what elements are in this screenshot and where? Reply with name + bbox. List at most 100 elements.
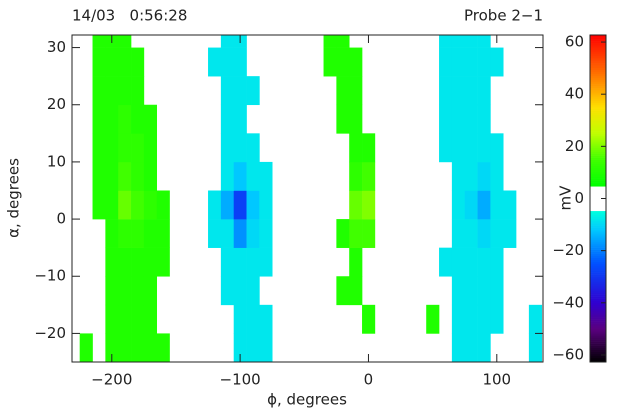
cell [362,162,375,191]
colorbar-swatch [590,241,606,243]
colorbar-swatch [590,201,606,203]
cell [336,105,349,134]
cell [336,219,349,248]
colorbar-swatch [590,62,606,64]
cell [336,276,349,305]
colorbar-swatch [590,194,606,196]
cell [221,276,234,305]
colorbar-swatch [590,176,606,178]
colorbar-swatch [590,231,606,233]
cell [349,190,362,219]
y-tick-label: 20 [47,95,66,113]
colorbar-swatch [590,211,606,213]
cell [118,162,131,191]
cell [105,305,118,334]
colorbar-swatch [590,70,606,72]
cell [349,105,362,134]
colorbar-swatch [590,299,606,301]
cell [465,219,478,248]
cell [234,133,247,162]
cell [349,219,362,248]
cell [221,19,234,48]
cell [118,333,131,362]
colorbar-swatch [590,305,606,307]
cell [157,248,170,277]
cell [490,133,503,162]
cell [234,48,247,77]
colorbar-swatch [590,180,606,182]
cell [439,76,452,105]
colorbar-swatch [590,346,606,348]
cell [439,133,452,162]
cell [234,248,247,277]
colorbar-swatch [590,68,606,70]
colorbar-swatch [590,223,606,225]
colorbar-swatch [590,321,606,323]
colorbar-swatch [590,168,606,170]
colorbar-swatch [590,182,606,184]
x-tick-label: −200 [91,371,132,389]
colorbar-swatch [590,139,606,141]
colorbar-swatch [590,102,606,104]
colorbar-swatch [590,217,606,219]
colorbar-swatch [590,248,606,250]
colorbar-swatch [590,256,606,258]
cell [105,76,118,105]
colorbar-swatch [590,90,606,92]
cell [144,162,157,191]
colorbar-swatch [590,297,606,299]
colorbar-swatch [590,319,606,321]
colorbar-swatch [590,64,606,66]
colorbar-swatch [590,329,606,331]
colorbar-swatch [590,221,606,223]
cell [465,48,478,77]
colorbar-swatch [590,133,606,135]
cell [234,76,247,105]
colorbar-swatch [590,227,606,229]
colorbar-swatch [590,188,606,190]
colorbar-tick-label: −40 [552,293,584,311]
colorbar-swatch [590,284,606,286]
colorbar-swatch [590,290,606,292]
colorbar-swatch [590,323,606,325]
cell [80,333,93,362]
colorbar-swatch [590,295,606,297]
colorbar-swatch [590,162,606,164]
cell [93,48,106,77]
cell [131,305,144,334]
colorbar-swatch [590,123,606,125]
colorbar-swatch [590,72,606,74]
colorbar-swatch [590,80,606,82]
cell [144,190,157,219]
cell [490,162,503,191]
cell [247,333,260,362]
cell [465,133,478,162]
cell [452,48,465,77]
colorbar-swatch [590,229,606,231]
cell [247,76,260,105]
colorbar-swatch [590,333,606,335]
colorbar-tick-label: 40 [565,85,584,103]
colorbar-swatch [590,96,606,98]
cell [221,248,234,277]
colorbar-swatch [590,262,606,264]
colorbar-swatch [590,311,606,313]
colorbar-swatch [590,104,606,106]
colorbar-swatch [590,272,606,274]
colorbar-swatch [590,129,606,131]
colorbar-swatch [590,280,606,282]
cell [157,190,170,219]
colorbar-swatch [590,37,606,39]
colorbar-swatch [590,243,606,245]
colorbar-swatch [590,209,606,211]
colorbar-swatch [590,327,606,329]
y-tick-label: −20 [34,324,66,342]
cell [349,48,362,77]
cell [490,305,503,334]
cell [93,162,106,191]
cell [349,276,362,305]
cell [324,48,337,77]
x-axis-label: ϕ, degrees [267,391,347,409]
cell [478,190,491,219]
colorbar-swatch [590,84,606,86]
